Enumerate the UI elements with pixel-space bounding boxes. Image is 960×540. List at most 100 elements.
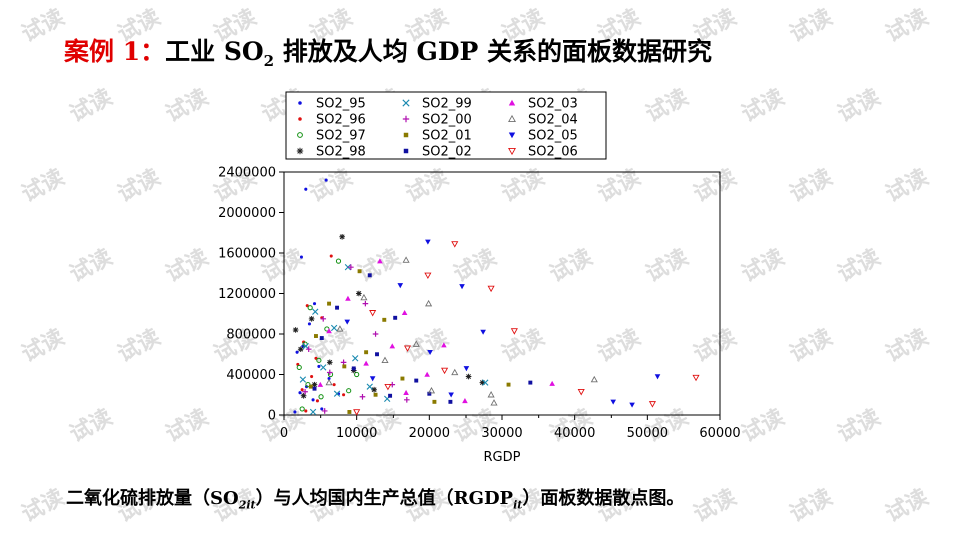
- y-tick-label: 1600000: [218, 247, 276, 262]
- data-point-so2_97: [346, 388, 352, 394]
- legend-marker-so2_98: [296, 147, 304, 155]
- y-tick-label: 0: [268, 409, 276, 424]
- data-point-so2_05: [629, 402, 635, 408]
- legend-label: SO2_01: [422, 129, 472, 144]
- data-point-so2_98: [479, 379, 486, 386]
- plot-frame: [283, 171, 721, 416]
- x-tick-label: 0: [280, 426, 288, 441]
- data-point-so2_97: [296, 364, 302, 371]
- data-point-so2_05: [425, 239, 431, 245]
- data-point-so2_05: [459, 284, 465, 290]
- data-point-so2_02: [414, 378, 419, 383]
- data-point-so2_96: [332, 383, 336, 387]
- data-point-so2_98: [350, 367, 357, 374]
- legend-marker-so2_05: [508, 132, 516, 139]
- data-point-so2_00: [404, 397, 410, 403]
- data-point-so2_04: [402, 256, 410, 263]
- y-tick-label: 2000000: [218, 206, 276, 221]
- watermark-text: 试读: [785, 4, 837, 48]
- data-point-so2_06: [424, 272, 432, 280]
- data-point-so2_02: [312, 386, 317, 391]
- watermark-text: 试读: [881, 4, 933, 48]
- data-point-so2_95: [298, 391, 302, 395]
- data-point-so2_95: [307, 322, 311, 326]
- data-point-so2_98: [300, 392, 307, 399]
- legend-marker-so2_03: [508, 99, 516, 106]
- data-point-so2_95: [324, 178, 328, 182]
- legend-marker-so2_00: [402, 115, 410, 123]
- data-point-so2_00: [359, 393, 366, 400]
- data-point-so2_05: [654, 374, 661, 380]
- data-point-so2_01: [314, 334, 318, 338]
- legend-label: SO2_02: [422, 145, 472, 160]
- data-point-so2_05: [427, 349, 433, 356]
- legend-label: SO2_96: [316, 113, 366, 128]
- legend-marker-so2_99: [402, 99, 410, 107]
- data-point-so2_01: [400, 376, 405, 381]
- data-point-so2_04: [336, 325, 344, 332]
- data-point-so2_95: [320, 407, 324, 411]
- data-point-so2_95: [317, 364, 321, 368]
- data-point-so2_05: [448, 392, 454, 398]
- legend-label: SO2_00: [422, 113, 472, 128]
- title-main-rest: 排放及人均 GDP 关系的面板数据研究: [274, 37, 713, 66]
- caption-part-3: ）面板数据散点图。: [522, 488, 685, 509]
- legend-label: SO2_05: [528, 129, 578, 144]
- data-point-so2_06: [384, 383, 392, 391]
- watermark-text: 试读: [65, 404, 117, 448]
- watermark-text: 试读: [17, 4, 69, 48]
- legend-marker-so2_06: [508, 147, 516, 156]
- chart-legend: SO2_95SO2_96SO2_97SO2_98SO2_99SO2_00SO2_…: [285, 91, 607, 160]
- data-point-so2_02: [388, 393, 393, 398]
- data-point-so2_05: [344, 319, 351, 325]
- data-point-so2_98: [308, 316, 315, 322]
- data-point-so2_05: [463, 366, 470, 372]
- data-point-so2_03: [549, 380, 555, 386]
- x-tick-label: 20000: [409, 426, 450, 441]
- data-point-so2_97: [307, 305, 313, 311]
- data-point-so2_03: [389, 343, 396, 349]
- data-point-so2_03: [441, 342, 447, 348]
- page-title: 案例 1：工业 SO2 排放及人均 GDP 关系的面板数据研究: [64, 32, 712, 70]
- caption-subscript-1: 2it: [238, 498, 256, 512]
- x-tick-label: 30000: [481, 426, 522, 441]
- y-tick-label: 800000: [226, 328, 276, 343]
- data-point-so2_04: [412, 340, 420, 347]
- data-point-so2_01: [308, 384, 313, 389]
- data-point-so2_04: [381, 356, 389, 364]
- data-point-so2_05: [480, 329, 486, 335]
- data-point-so2_99: [320, 364, 327, 371]
- watermark-text: 试读: [17, 164, 69, 208]
- legend-frame: [285, 91, 607, 160]
- data-point-so2_03: [345, 295, 351, 301]
- data-point-so2_96: [342, 393, 346, 397]
- caption-part-2: ）与人均国内生产总值（RGDP: [255, 488, 514, 509]
- data-point-so2_95: [327, 377, 331, 381]
- data-point-so2_03: [462, 398, 468, 404]
- chart-points: [292, 178, 700, 416]
- legend-marker-so2_01: [403, 132, 409, 138]
- data-point-so2_04: [451, 368, 459, 376]
- data-point-so2_02: [375, 352, 379, 357]
- data-point-so2_95: [312, 302, 317, 306]
- watermark-text: 试读: [65, 84, 117, 128]
- watermark-text: 试读: [881, 484, 933, 528]
- data-point-so2_01: [382, 317, 387, 322]
- watermark-text: 试读: [881, 164, 933, 208]
- legend-label: SO2_99: [422, 97, 472, 112]
- data-point-so2_99: [344, 263, 352, 271]
- watermark-text: 试读: [785, 324, 837, 368]
- caption-subscript-2: it: [513, 498, 523, 512]
- legend-label: SO2_95: [316, 97, 366, 112]
- data-point-so2_97: [318, 394, 324, 400]
- data-point-so2_01: [364, 350, 369, 355]
- watermark-text: 试读: [833, 244, 885, 288]
- data-point-so2_98: [297, 346, 304, 352]
- x-tick-label: 10000: [336, 426, 377, 441]
- data-point-so2_98: [356, 290, 362, 297]
- data-point-so2_01: [506, 382, 511, 387]
- data-point-so2_99: [366, 383, 373, 390]
- data-point-so2_95: [304, 187, 308, 191]
- data-point-so2_95: [295, 350, 299, 354]
- data-point-so2_03: [403, 389, 409, 395]
